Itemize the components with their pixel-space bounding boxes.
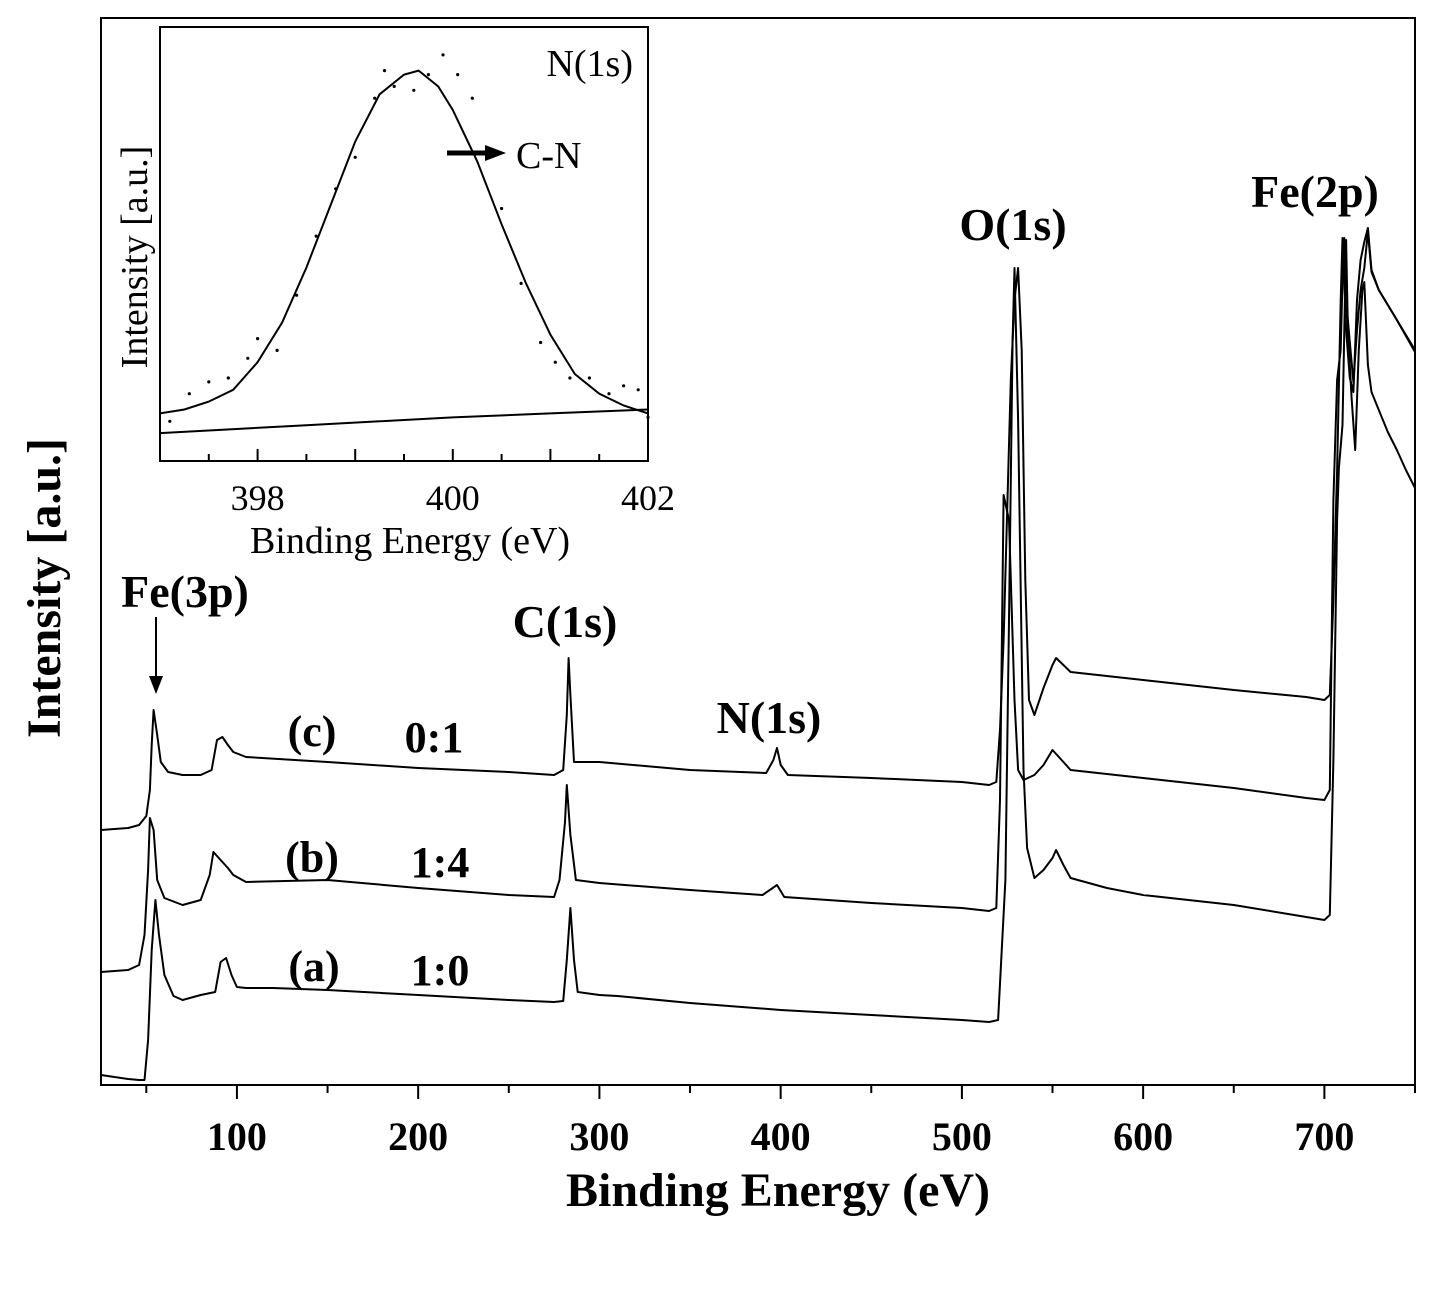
inset-data-point — [568, 376, 572, 380]
inset-data-point — [168, 419, 172, 423]
inset-data-point — [246, 356, 250, 360]
main-x-tick-label: 500 — [932, 1114, 992, 1159]
inset-data-point — [607, 392, 611, 396]
inset-data-point — [295, 293, 299, 297]
inset-data-point — [519, 281, 523, 285]
main-x-tick-label: 400 — [751, 1114, 811, 1159]
peak-label-c1s: C(1s) — [513, 596, 618, 647]
peak-label-fe2p: Fe(2p) — [1251, 166, 1379, 217]
inset-data-point — [441, 53, 445, 57]
inset-data-point — [392, 84, 396, 88]
inset-data-point — [636, 388, 640, 392]
main-series-group — [100, 227, 1416, 1081]
inset-data-point — [226, 376, 230, 380]
main-plot-frame — [100, 17, 1416, 1086]
peak-label-n1s: N(1s) — [717, 692, 822, 743]
inset-data-point — [373, 96, 377, 100]
inset-background — [160, 27, 648, 461]
main-y-axis-label: Intensity [a.u.] — [18, 438, 71, 738]
inset-data-point — [622, 384, 626, 388]
inset-data-point — [256, 337, 260, 341]
ratio-label-c: 0:1 — [405, 713, 464, 762]
main-x-axis-label: Binding Energy (eV) — [566, 1164, 990, 1217]
main-x-tick-label: 100 — [207, 1114, 267, 1159]
inset-data-point — [334, 187, 338, 191]
curve-label-c: (c) — [288, 707, 337, 756]
inset-data-point — [187, 392, 191, 396]
inset-x-tick-label: 398 — [231, 478, 285, 518]
inset-annotation-n1s: N(1s) — [546, 43, 633, 85]
inset-data-point — [456, 73, 460, 77]
inset-series-group — [159, 53, 650, 435]
inset-data-point — [412, 88, 416, 92]
inset-data-point — [207, 380, 211, 384]
series-line-b — [100, 231, 1416, 973]
main-x-tick-label: 300 — [569, 1114, 629, 1159]
inset-x-ticks: 398 400 402 — [159, 449, 675, 518]
main-x-tick-label: 700 — [1294, 1114, 1354, 1159]
inset-data-point — [553, 360, 557, 364]
inset-y-axis-label: Intensity [a.u.] — [114, 146, 156, 369]
main-x-ticks: 100 200 300 400 500 600 700 — [145, 1085, 1416, 1159]
inset-background-line — [159, 408, 649, 435]
inset-data-point — [382, 69, 387, 73]
inset-peak-label-cn: C-N — [516, 135, 581, 177]
peak-label-o1s: O(1s) — [959, 199, 1066, 250]
cn-arrow-head — [485, 145, 506, 161]
series-line-c — [100, 227, 1416, 831]
ratio-label-a: 1:0 — [411, 946, 470, 995]
inset-data-point — [470, 96, 474, 100]
inset-data-point — [275, 348, 279, 352]
ratio-label-b: 1:4 — [411, 838, 470, 887]
inset-fit-line — [159, 69, 649, 415]
inset-x-axis-label: Binding Energy (eV) — [250, 520, 570, 562]
inset-data-point — [353, 155, 357, 159]
peak-label-fe3p: Fe(3p) — [121, 566, 249, 617]
inset-data-point — [500, 206, 504, 211]
main-x-tick-label: 600 — [1113, 1114, 1173, 1159]
inset-data-point — [587, 376, 592, 380]
inset-data-point — [539, 340, 543, 345]
curve-label-a: (a) — [288, 942, 339, 991]
curve-label-b: (b) — [285, 833, 339, 882]
inset-data-point — [314, 234, 318, 238]
fe3p-arrow-head — [149, 676, 163, 694]
inset-data-point — [426, 73, 430, 77]
main-x-tick-label: 200 — [388, 1114, 448, 1159]
inset-x-tick-label: 402 — [621, 478, 675, 518]
inset-x-tick-label: 400 — [426, 478, 480, 518]
